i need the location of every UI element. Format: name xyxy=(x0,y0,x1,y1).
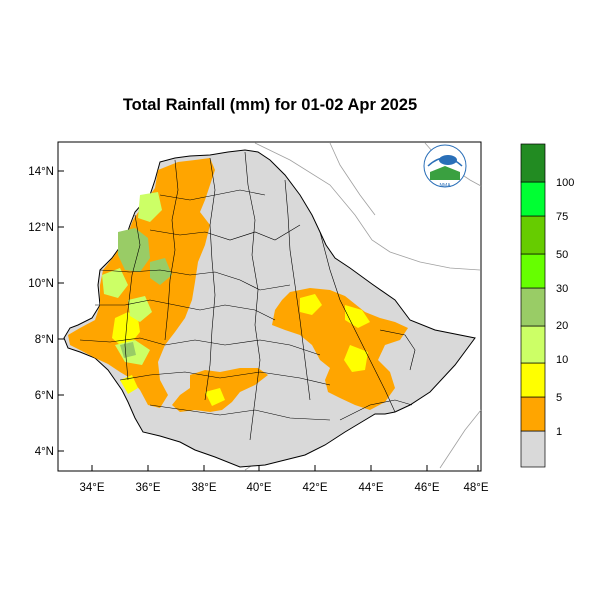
rainfall-overlay xyxy=(68,158,408,412)
colorbar-swatch xyxy=(520,325,546,364)
y-tick-label: 10°N xyxy=(28,278,54,290)
x-tick-label: 44°E xyxy=(358,482,383,494)
y-tick-label: 12°N xyxy=(28,222,54,234)
colorbar-label: 50 xyxy=(556,249,568,261)
x-tick-label: 38°E xyxy=(191,482,216,494)
y-tick-label: 14°N xyxy=(28,166,54,178)
map-title: Total Rainfall (mm) for 01-02 Apr 2025 xyxy=(122,96,418,114)
y-tick-label: 8°N xyxy=(35,334,54,346)
colorbar-swatch xyxy=(520,430,546,468)
y-axis xyxy=(58,170,64,452)
colorbar-swatch xyxy=(520,143,546,183)
x-tick-label: 46°E xyxy=(414,482,439,494)
admin-boundaries xyxy=(79,151,416,441)
x-axis xyxy=(91,465,479,471)
colorbar-label: 10 xyxy=(556,354,568,366)
agency-logo: NMA xyxy=(423,144,467,189)
colorbar-swatch xyxy=(520,396,546,432)
y-tick-label: 6°N xyxy=(35,390,54,402)
x-tick-label: 34°E xyxy=(79,482,104,494)
colorbar-label: 75 xyxy=(556,211,568,223)
colorbar-label: 100 xyxy=(556,177,574,189)
logo-label: NMA xyxy=(439,183,451,189)
colorbar-label: 30 xyxy=(556,283,568,295)
colorbar-swatch xyxy=(520,287,546,327)
x-tick-label: 40°E xyxy=(246,482,271,494)
x-tick-label: 36°E xyxy=(135,482,160,494)
colorbar-swatch xyxy=(520,215,546,255)
colorbar-label: 1 xyxy=(556,426,562,438)
x-tick-label: 42°E xyxy=(302,482,327,494)
colorbar-label: 5 xyxy=(556,392,562,404)
colorbar-swatch xyxy=(520,253,546,289)
colorbar-label: 20 xyxy=(556,320,568,332)
colorbar xyxy=(520,143,546,468)
colorbar-swatch xyxy=(520,362,546,398)
x-tick-label: 48°E xyxy=(463,482,488,494)
colorbar-swatch xyxy=(520,181,546,217)
y-tick-label: 4°N xyxy=(35,446,54,458)
